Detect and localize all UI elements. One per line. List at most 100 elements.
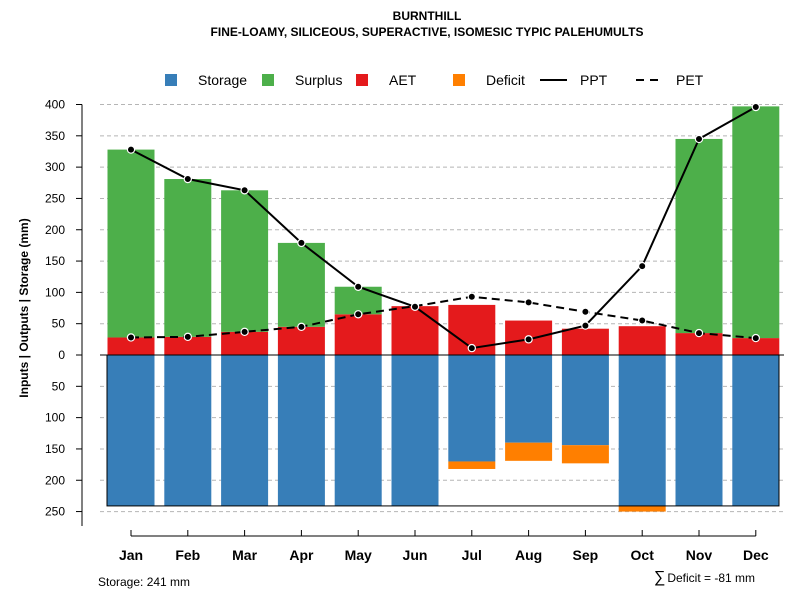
y-tick-label: 0 [58, 348, 65, 362]
surplus-bar [675, 138, 723, 334]
storage-bar [391, 355, 439, 506]
legend-label-aet: AET [389, 72, 417, 88]
y-tick-label: 50 [52, 317, 66, 331]
aet-bar [164, 336, 212, 355]
legend-swatch-deficit [453, 74, 465, 86]
legend-label-surplus: Surplus [295, 72, 342, 88]
x-tick-label-oct: Oct [631, 547, 655, 563]
pet-point [524, 298, 533, 307]
x-tick-label-jun: Jun [403, 547, 428, 563]
x-tick-label-mar: Mar [232, 547, 257, 563]
x-tick-label-feb: Feb [175, 547, 200, 563]
aet-bar [561, 328, 609, 355]
legend-item-pet: PET [636, 72, 704, 88]
storage-bar [277, 355, 325, 506]
pet-line [130, 295, 756, 340]
storage-bar [107, 355, 155, 506]
series-lines [126, 102, 761, 353]
sum-symbol: ∑ [654, 569, 665, 586]
deficit-bar [448, 461, 496, 469]
pet-point [297, 322, 306, 332]
storage-bar [675, 355, 723, 506]
pet-point [183, 332, 192, 342]
deficit-bar [561, 445, 609, 464]
aet-bar [618, 326, 666, 355]
storage-bar [221, 355, 269, 506]
y-tick-label: 100 [45, 285, 65, 299]
surplus-bar [164, 179, 212, 337]
ppt-point [467, 343, 476, 353]
legend-item-ppt: PPT [540, 72, 608, 88]
y-axis-label: Inputs | Outputs | Storage (mm) [17, 218, 31, 397]
x-tick-label-apr: Apr [289, 547, 314, 563]
x-tick-label-may: May [345, 547, 372, 563]
x-tick-label-aug: Aug [515, 547, 542, 563]
gridlines [100, 104, 784, 513]
y-tick-label: 100 [45, 411, 65, 425]
legend-item-surplus: Surplus [262, 72, 342, 88]
x-tick-label-nov: Nov [686, 547, 713, 563]
legend-swatch-surplus [262, 74, 274, 86]
y-tick-label: 350 [45, 129, 65, 143]
pet-point [638, 316, 647, 325]
pet-point [354, 310, 363, 319]
deficit-note: ∑ Deficit = -81 mm [654, 569, 755, 586]
storage-bar [505, 355, 553, 443]
ppt-point [694, 134, 704, 144]
y-tick-label: 300 [45, 160, 65, 174]
ppt-point [126, 145, 136, 154]
storage-bar [448, 355, 496, 462]
storage-bar [561, 355, 609, 446]
pet-point [694, 328, 704, 338]
y-tick-label: 150 [45, 442, 65, 456]
pet-point [240, 327, 249, 337]
storage-bar [618, 355, 666, 506]
legend-label-pet: PET [676, 72, 704, 88]
ppt-point [297, 238, 306, 248]
legend-item-storage: Storage [165, 72, 247, 88]
legend-label-deficit: Deficit [486, 72, 525, 88]
legend-label-ppt: PPT [580, 72, 608, 88]
storage-bar [732, 355, 780, 506]
x-tick-label-jan: Jan [119, 547, 143, 563]
ppt-point [354, 282, 363, 291]
pet-point [581, 307, 590, 316]
legend: Storage Surplus AET Deficit PPT PET [165, 72, 704, 88]
aet-bar [107, 337, 155, 355]
ppt-point [240, 186, 249, 195]
legend-label-storage: Storage [198, 72, 247, 88]
aet-bar [732, 338, 780, 355]
y-tick-label: 50 [52, 379, 66, 393]
y-tick-label: 200 [45, 473, 65, 487]
aet-bar [391, 306, 439, 355]
x-tick-label-jul: Jul [462, 547, 482, 563]
aet-bar [334, 314, 382, 355]
bars [107, 106, 780, 512]
legend-item-deficit: Deficit [453, 72, 525, 88]
surplus-bar [732, 106, 780, 339]
y-tick-label: 250 [45, 505, 65, 519]
ppt-line [130, 106, 757, 350]
surplus-bar [107, 149, 155, 338]
x-tick-label-dec: Dec [743, 547, 769, 563]
aet-bar [675, 333, 723, 355]
deficit-bar [618, 505, 666, 512]
ppt-point [638, 261, 647, 271]
deficit-bar [505, 442, 553, 461]
legend-swatch-aet [356, 74, 368, 86]
y-tick-label: 200 [45, 223, 65, 237]
y-tick-label: 150 [45, 254, 65, 268]
surplus-bar [221, 190, 269, 332]
ppt-point [524, 335, 533, 344]
ppt-point [581, 321, 590, 330]
y-tick-label: 400 [45, 98, 65, 112]
storage-bar [164, 355, 212, 506]
chart-subtitle: FINE-LOAMY, SILICEOUS, SUPERACTIVE, ISOM… [211, 25, 644, 39]
pet-point [126, 333, 136, 342]
ppt-point [183, 174, 192, 184]
surplus-bar [277, 242, 325, 327]
chart-title: BURNTHILL [393, 9, 462, 23]
legend-swatch-storage [165, 74, 177, 86]
aet-bar [277, 326, 325, 355]
